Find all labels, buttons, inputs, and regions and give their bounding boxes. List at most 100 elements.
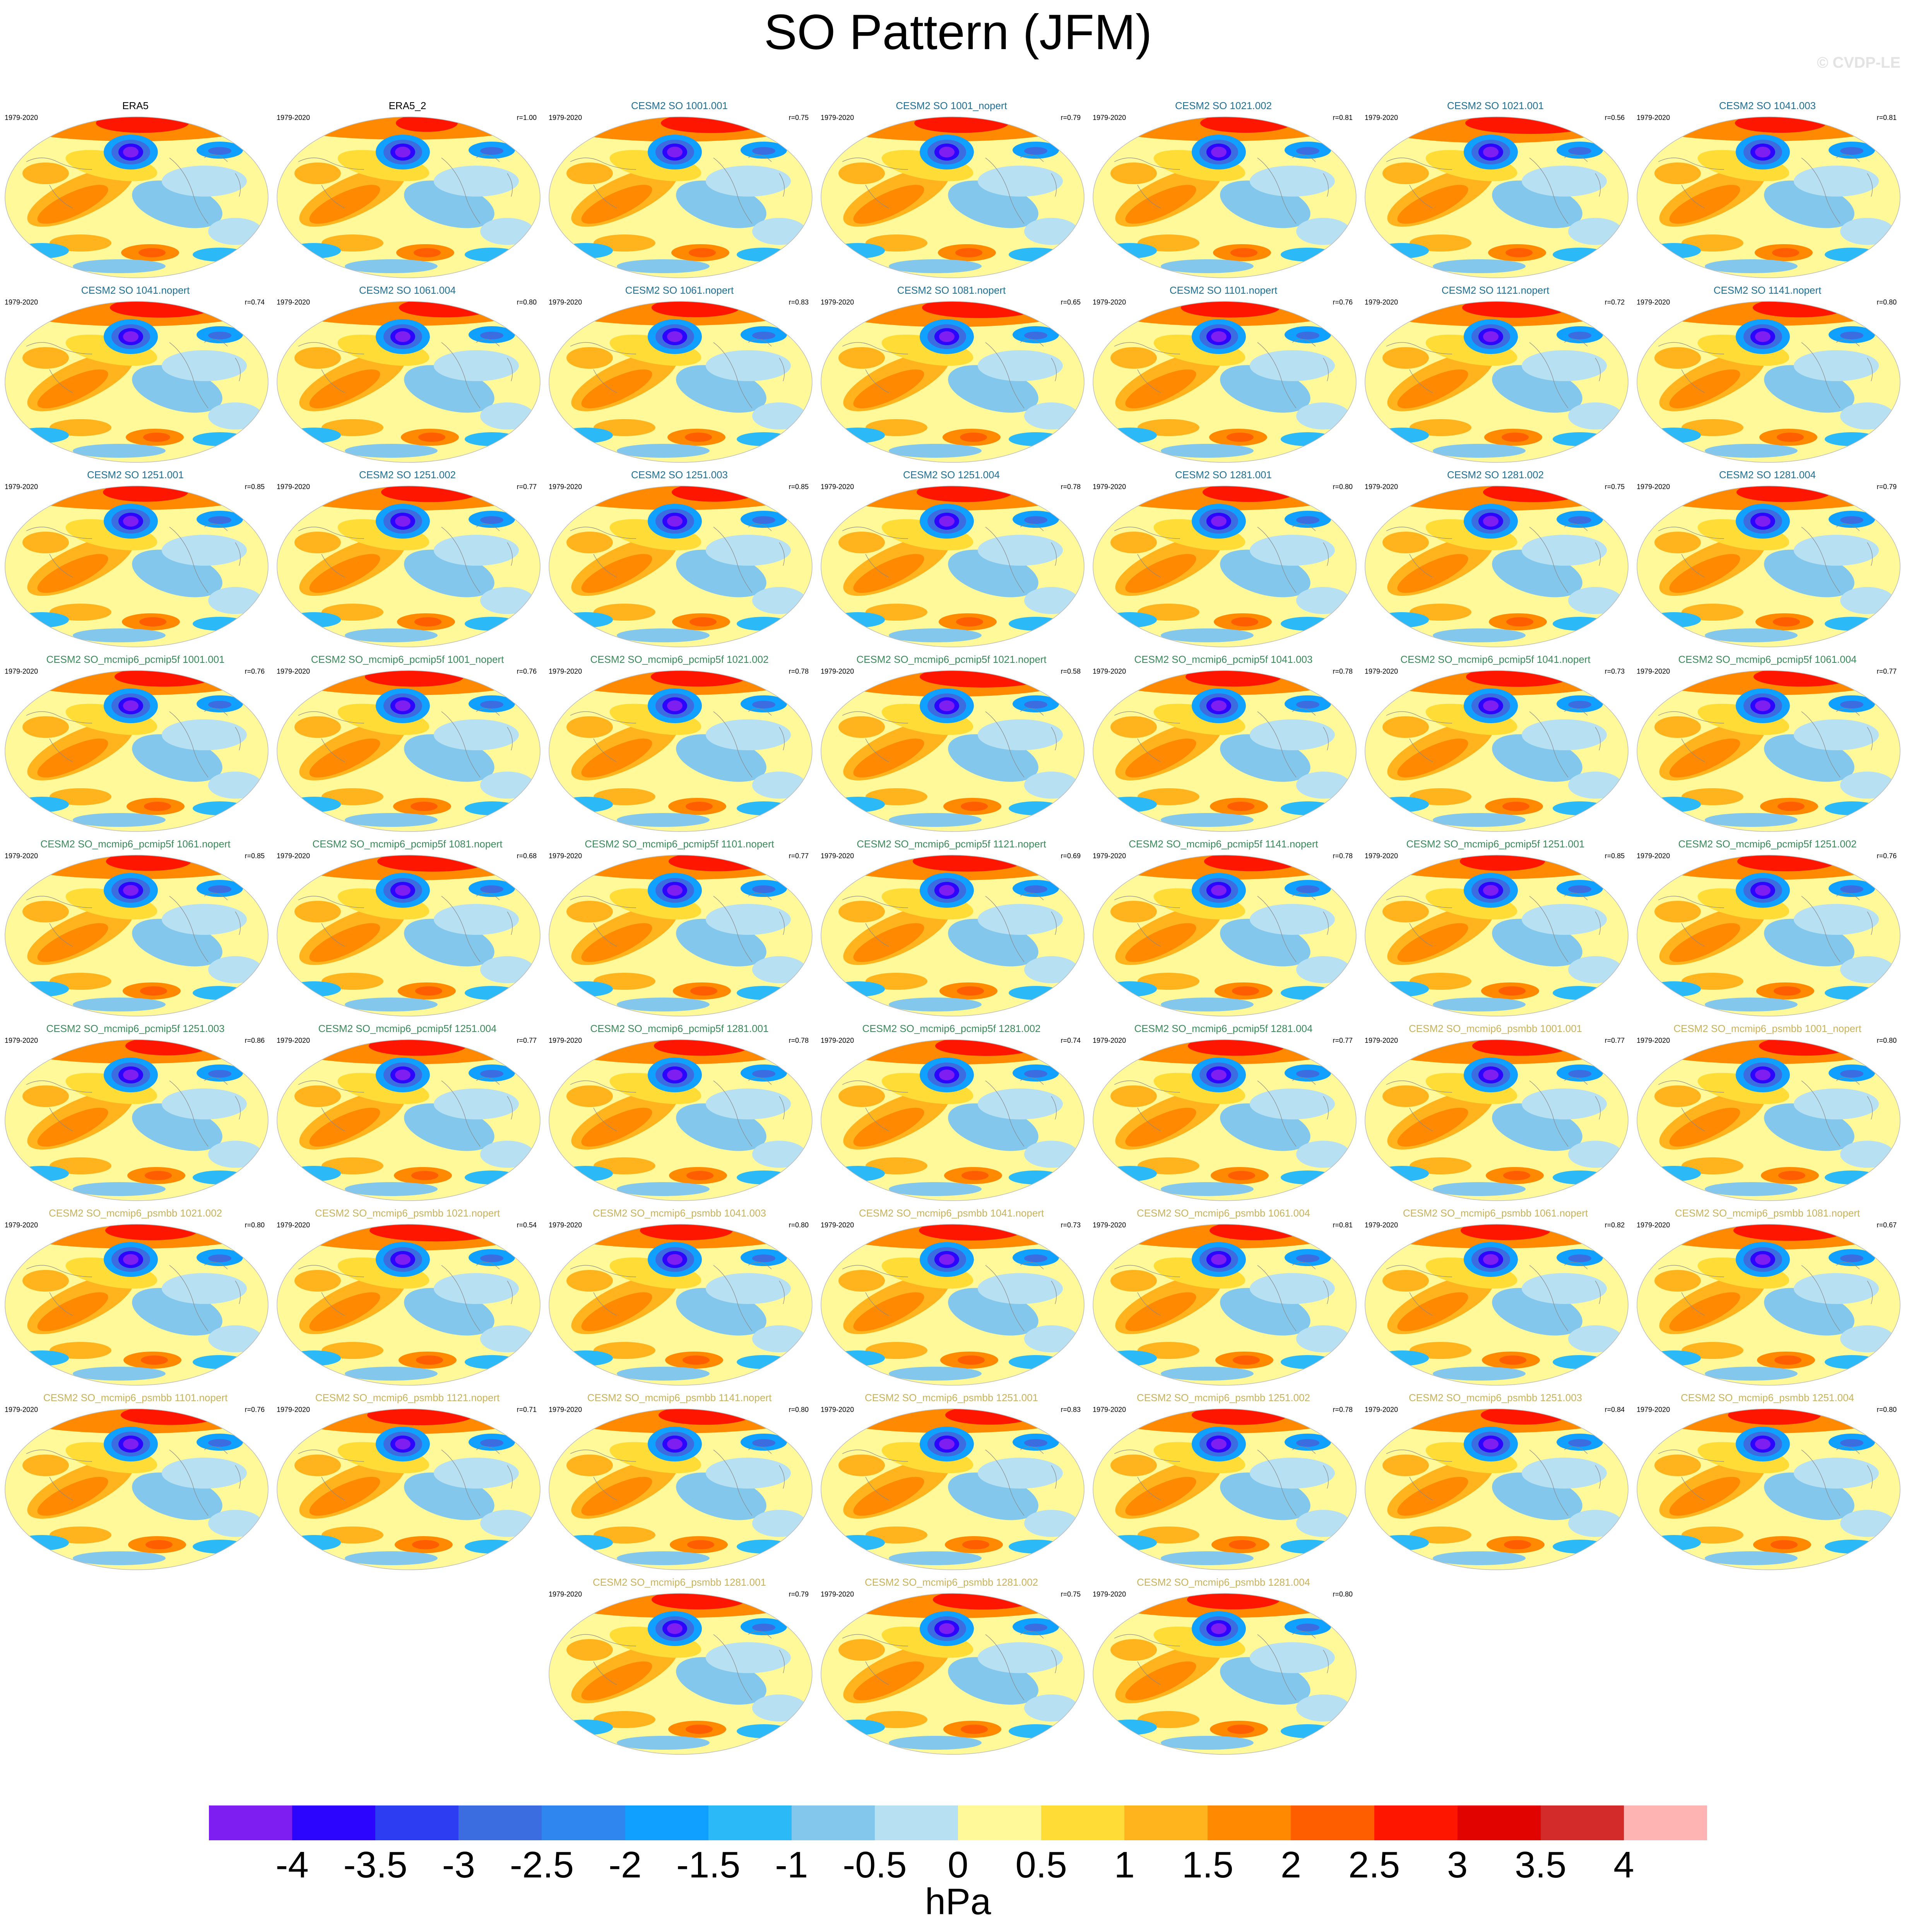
contour-region (411, 802, 438, 811)
pressure-anomaly-field (821, 1593, 1084, 1754)
panel-years: 1979-2020 (5, 852, 38, 860)
panel-years: 1979-2020 (1093, 667, 1126, 675)
contour-region (294, 1270, 341, 1292)
contour-region (1483, 147, 1499, 157)
contour-region (617, 1182, 710, 1196)
panel-map (1091, 1592, 1358, 1756)
panel-map (1091, 300, 1358, 464)
panel-correlation: r=0.76 (1333, 298, 1353, 306)
panel-correlation: r=0.76 (517, 667, 537, 675)
panel-correlation: r=0.77 (789, 852, 809, 860)
panel-map (275, 669, 542, 833)
contour-region (1397, 554, 1468, 593)
panel-correlation: r=0.73 (1061, 1221, 1081, 1229)
contour-region (581, 1477, 652, 1516)
contour-region (1840, 587, 1894, 614)
contour-region (1705, 628, 1798, 642)
map-panel: CESM2 SO_mcmip6_psmbb 1021.002 1979-2020 r… (0, 1207, 271, 1389)
contour-region (1227, 1725, 1254, 1734)
pressure-anomaly-field (821, 1409, 1084, 1570)
panel-title: CESM2 SO 1121.nopert (1441, 284, 1550, 296)
pressure-anomaly-field (1365, 1409, 1628, 1570)
contour-region (838, 901, 885, 922)
contour-region (22, 901, 69, 922)
contour-region (566, 901, 613, 922)
contour-region (1433, 813, 1526, 827)
contour-region (617, 444, 710, 458)
contour-region (22, 716, 69, 738)
map-panel: CESM2 SO 1141.nopert 1979-2020 r=0.80 (1632, 284, 1903, 466)
contour-region (480, 147, 503, 155)
contour-region (395, 147, 411, 157)
map-border (1093, 1593, 1357, 1755)
contour-region (889, 1367, 982, 1381)
panel-years: 1979-2020 (1637, 114, 1670, 121)
coastline (570, 1631, 785, 1701)
coastline (842, 339, 1057, 409)
contour-region (209, 489, 231, 500)
contour-region (1568, 1141, 1622, 1168)
contour-region (978, 1273, 1063, 1304)
panel-years: 1979-2020 (277, 114, 310, 121)
contour-region (1773, 617, 1800, 626)
map-border (5, 670, 269, 832)
panel-correlation: r=0.78 (1333, 852, 1353, 860)
pressure-anomaly-field (821, 117, 1084, 278)
contour-region (480, 885, 503, 893)
contour-region (581, 554, 652, 593)
map-panel: CESM2 SO_mcmip6_psmbb 1281.001 1979-2020 r… (544, 1576, 815, 1758)
contour-region (207, 1412, 232, 1422)
map-panel: CESM2 SO_mcmip6_pcmip5f 1251.004 1979-202… (272, 1023, 543, 1205)
panel-years: 1979-2020 (5, 483, 38, 491)
contour-region (1110, 347, 1157, 369)
contour-region (706, 1273, 791, 1304)
contour-region (1110, 1085, 1157, 1107)
contour-region (752, 1624, 775, 1631)
panel-title: CESM2 SO 1101.nopert (1169, 284, 1278, 296)
contour-region (752, 1694, 806, 1722)
contour-region (1110, 1639, 1157, 1661)
pressure-anomaly-field (821, 301, 1084, 462)
contour-region (1250, 1273, 1335, 1304)
contour-region (689, 617, 717, 626)
pressure-anomaly-field (1093, 671, 1356, 832)
contour-region (617, 998, 710, 1011)
contour-region (1375, 612, 1429, 628)
panel-correlation: r=0.80 (1877, 1037, 1897, 1044)
pressure-anomaly-field (1365, 486, 1628, 647)
robinson-map (5, 670, 269, 832)
contour-region (1296, 956, 1350, 983)
panel-correlation: r=0.80 (245, 1221, 265, 1229)
map-panel: CESM2 SO_mcmip6_pcmip5f 1021.nopert 1979-… (816, 654, 1087, 835)
contour-region (415, 986, 442, 996)
robinson-map (277, 486, 541, 647)
contour-region (1295, 304, 1320, 315)
contour-region (1110, 716, 1157, 738)
contour-region (1250, 719, 1335, 750)
map-panel: CESM2 SO 1251.002 1979-2020 r=0.77 (272, 469, 543, 651)
contour-region (831, 612, 885, 628)
contour-region (37, 1107, 108, 1147)
contour-region (1840, 147, 1863, 155)
map-border (549, 855, 813, 1016)
contour-region (208, 1254, 231, 1262)
panel-title: CESM2 SO_mcmip6_psmbb 1281.004 (1136, 1576, 1310, 1588)
panel-correlation: r=0.80 (1877, 298, 1897, 306)
contour-region (939, 1070, 955, 1080)
robinson-map (821, 1408, 1085, 1570)
panel-correlation: r=0.80 (789, 1406, 809, 1413)
coastline (1114, 893, 1329, 962)
panel-title: CESM2 SO_mcmip6_psmbb 1141.nopert (587, 1392, 772, 1403)
contour-region (1382, 1085, 1429, 1107)
contour-region (123, 516, 139, 527)
coastline (26, 1262, 241, 1331)
contour-region (1774, 986, 1801, 996)
contour-region (395, 885, 411, 896)
map-border (1365, 855, 1629, 1016)
colorbar-tick-label: -1.5 (676, 1844, 741, 1886)
contour-region (1161, 1182, 1254, 1196)
contour-region (1433, 1182, 1526, 1196)
contour-region (144, 802, 171, 811)
panel-correlation: r=0.73 (1605, 667, 1625, 675)
coastline (570, 893, 785, 962)
